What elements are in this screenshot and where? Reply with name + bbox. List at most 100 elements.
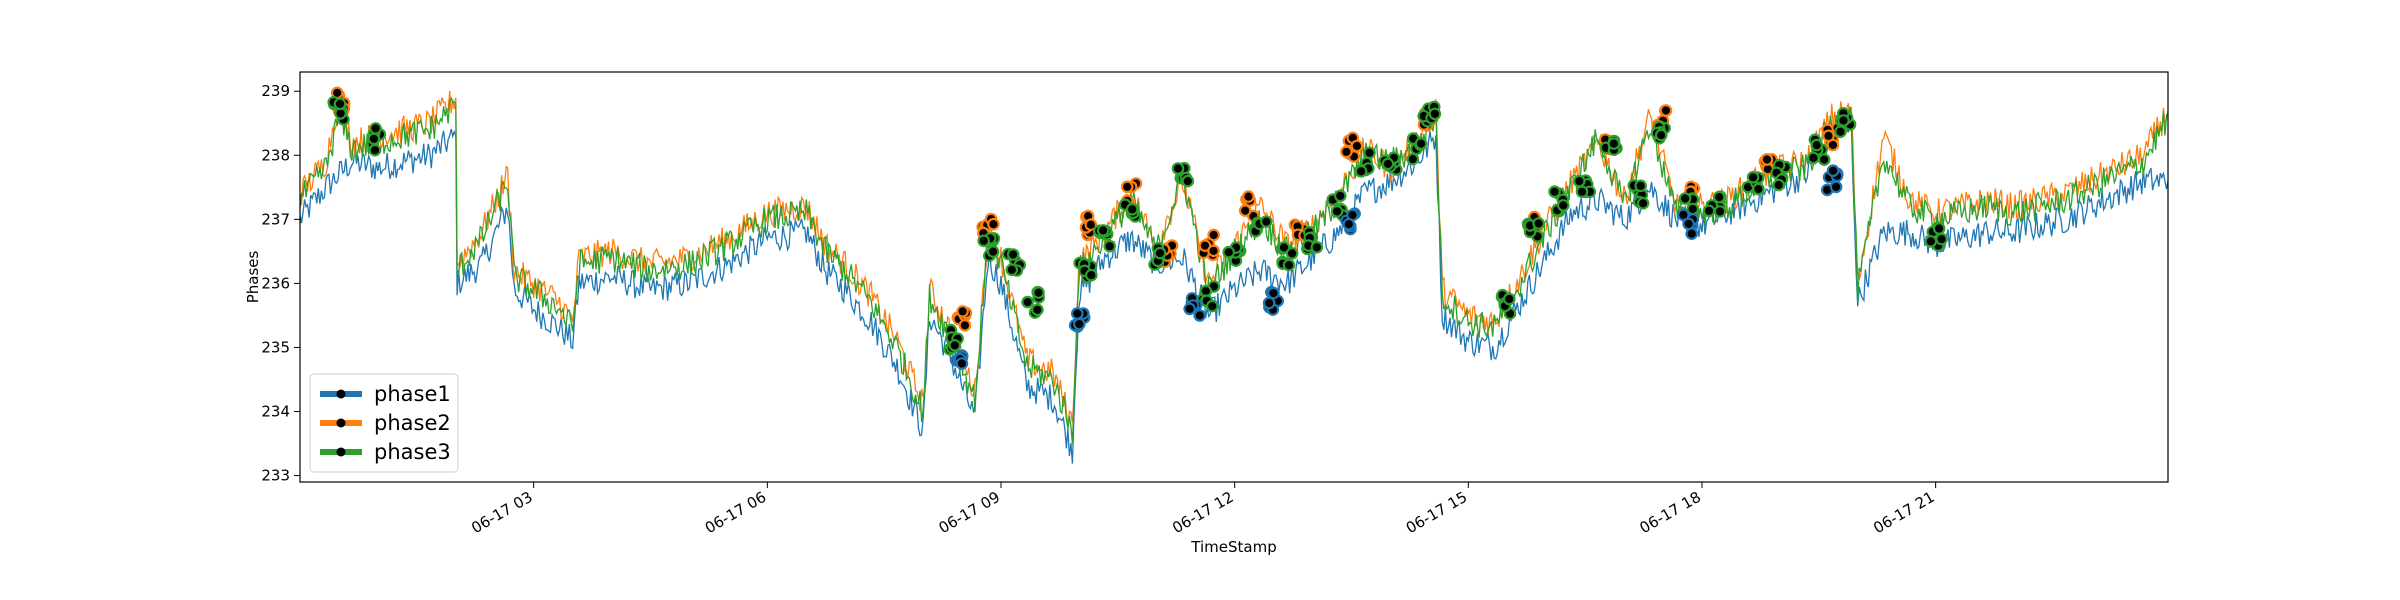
anomaly-marker-phase2	[958, 318, 972, 332]
anomaly-marker-phase3	[1006, 248, 1020, 261]
legend-box	[309, 373, 459, 473]
anomaly-marker-phase3	[1532, 217, 1545, 230]
legend-marker-phase2	[336, 418, 346, 428]
anomaly-marker-phase3	[1932, 222, 1946, 235]
anomaly-marker-phase2	[1207, 228, 1220, 242]
y-axis-title: Phases	[244, 251, 262, 304]
anomaly-marker-phase2	[1242, 190, 1255, 203]
anomaly-marker-phase1	[1682, 217, 1695, 231]
plot-frame	[299, 71, 2169, 483]
anomaly-marker-phase2	[956, 305, 969, 318]
anomaly-marker-phase3	[1206, 299, 1219, 313]
anomaly-marker-phase3	[1171, 162, 1185, 175]
anomaly-marker-phase3	[1503, 292, 1516, 306]
anomaly-marker-phase2	[1120, 180, 1134, 194]
anomaly-marker-phase3	[1654, 128, 1668, 142]
anomaly-marker-phase1	[1677, 208, 1690, 222]
anomaly-marker-phase3	[1354, 165, 1368, 178]
anomaly-marker-phase3	[1834, 125, 1847, 138]
anomaly-marker-phase3	[368, 143, 382, 157]
anomaly-marker-phase1	[955, 357, 969, 370]
anomaly-marker-phase2	[987, 217, 1000, 231]
anomaly-marker-phase1	[1071, 307, 1084, 320]
anomaly-marker-phase3	[1575, 185, 1589, 199]
anomaly-marker-phase3	[1557, 199, 1570, 212]
y-tick-label: 236	[261, 274, 290, 292]
anomaly-marker-phase3	[1222, 245, 1235, 259]
anomaly-marker-phase2	[1084, 218, 1098, 231]
anomaly-marker-phase3	[1678, 192, 1692, 205]
anomaly-marker-phase3	[1096, 224, 1110, 237]
y-tick-label: 239	[261, 82, 290, 100]
anomaly-marker-phase3	[1406, 152, 1420, 166]
anomaly-marker-phase3	[1282, 258, 1296, 272]
anomaly-marker-phase3	[1381, 157, 1395, 171]
anomaly-marker-phase2	[1822, 129, 1835, 143]
anomaly-marker-phase2	[1207, 244, 1220, 258]
anomaly-marker-phase3	[1837, 114, 1850, 127]
anomaly-marker-phase3	[1428, 107, 1442, 121]
anomaly-marker-phase3	[1712, 190, 1726, 204]
y-tick-label: 233	[261, 467, 290, 485]
anomaly-marker-phase3	[1810, 138, 1823, 152]
anomaly-marker-phase3	[1817, 153, 1831, 166]
anomaly-marker-phase1	[1267, 286, 1280, 300]
anomaly-marker-phase3	[1005, 263, 1019, 277]
anomaly-marker-phase3	[1634, 179, 1647, 193]
anomaly-marker-phase3	[1752, 182, 1765, 196]
anomaly-marker-phase3	[1363, 146, 1376, 160]
y-tick-label: 237	[261, 210, 290, 228]
anomaly-marker-phase3	[986, 245, 1000, 258]
legend-marker-phase1	[336, 389, 346, 399]
anomaly-marker-phase3	[1310, 241, 1324, 254]
anomaly-marker-phase3	[1807, 151, 1820, 165]
y-tick-label: 234	[261, 403, 290, 421]
anomaly-marker-phase1	[1826, 164, 1840, 177]
anomaly-marker-phase3	[369, 122, 382, 135]
anomaly-marker-phase3	[1548, 185, 1561, 198]
anomaly-marker-phase3	[948, 339, 962, 352]
legend-label-phase2: phase2	[374, 411, 451, 435]
anomaly-marker-phase3	[1277, 241, 1291, 254]
anomaly-marker-phase3	[1924, 235, 1938, 248]
y-tick-label: 238	[261, 146, 290, 164]
anomaly-marker-phase3	[1636, 197, 1650, 210]
legend-label-phase1: phase1	[374, 382, 451, 406]
anomaly-marker-phase3	[1021, 295, 1034, 309]
anomaly-marker-phase2	[1340, 145, 1353, 159]
anomaly-marker-phase3	[1334, 189, 1347, 203]
anomaly-marker-phase3	[1414, 137, 1428, 150]
anomaly-marker-phase1	[1183, 302, 1196, 316]
anomaly-marker-phase1	[1342, 217, 1356, 231]
anomaly-marker-phase3	[1103, 239, 1116, 253]
x-axis-title: TimeStamp	[1190, 538, 1276, 556]
anomaly-marker-phase3	[1772, 178, 1785, 192]
anomaly-marker-phase1	[1073, 317, 1086, 331]
anomaly-marker-phase3	[1031, 303, 1044, 317]
anomaly-marker-phase3	[1285, 247, 1299, 260]
anomaly-marker-phase3	[977, 234, 990, 248]
y-tick-label: 235	[261, 338, 290, 356]
anomaly-marker-phase2	[1238, 204, 1252, 217]
anomaly-marker-layer	[327, 86, 1948, 370]
y-axis: 233 234 235 236 237 238 239	[261, 82, 300, 485]
anomaly-marker-phase3	[367, 132, 381, 146]
legend-label-phase3: phase3	[374, 440, 451, 464]
anomaly-marker-phase2	[1659, 104, 1673, 117]
anomaly-marker-phase3	[333, 97, 347, 111]
anomaly-marker-phase3	[1085, 268, 1098, 282]
anomaly-marker-phase3	[1702, 204, 1716, 218]
anomaly-marker-phase3	[1032, 286, 1045, 299]
anomaly-marker-phase3	[1573, 174, 1586, 188]
series-line-phase2	[299, 88, 2169, 426]
legend-marker-phase3	[336, 447, 346, 457]
anomaly-marker-phase3	[1153, 246, 1167, 260]
anomaly-marker-phase3	[1260, 215, 1273, 228]
anomaly-marker-phase3	[1713, 205, 1727, 218]
anomaly-marker-phase1	[1829, 180, 1843, 194]
anomaly-marker-phase2	[1760, 153, 1774, 166]
anomaly-marker-phase1	[1193, 309, 1206, 322]
anomaly-marker-phase3	[1181, 174, 1195, 188]
anomaly-marker-phase2	[1350, 139, 1364, 153]
